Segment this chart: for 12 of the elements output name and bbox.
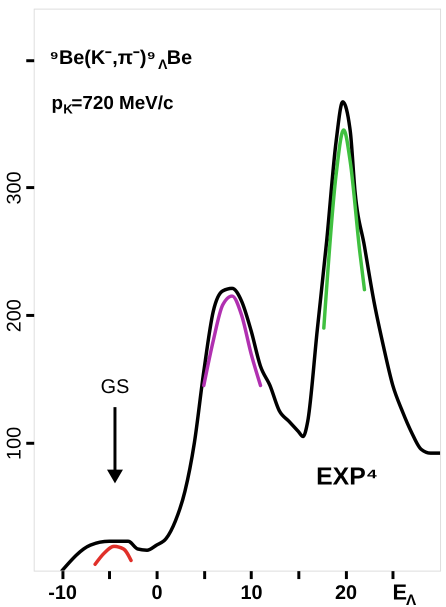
x-tick-label: 20 (335, 582, 358, 604)
y-tick-label: 200 (3, 299, 26, 332)
x-tick-label: 0 (152, 582, 163, 604)
x-tick-label: -10 (48, 582, 77, 604)
line-series (322, 128, 366, 330)
x-tick-label: 10 (240, 582, 263, 604)
annotation: GS (100, 376, 130, 398)
y-tick-label: 300 (3, 171, 26, 205)
line-series (202, 294, 262, 388)
y-tick-label: 100 (3, 426, 26, 460)
annotation: EXP⁴ (316, 463, 378, 490)
line-series (93, 544, 133, 566)
